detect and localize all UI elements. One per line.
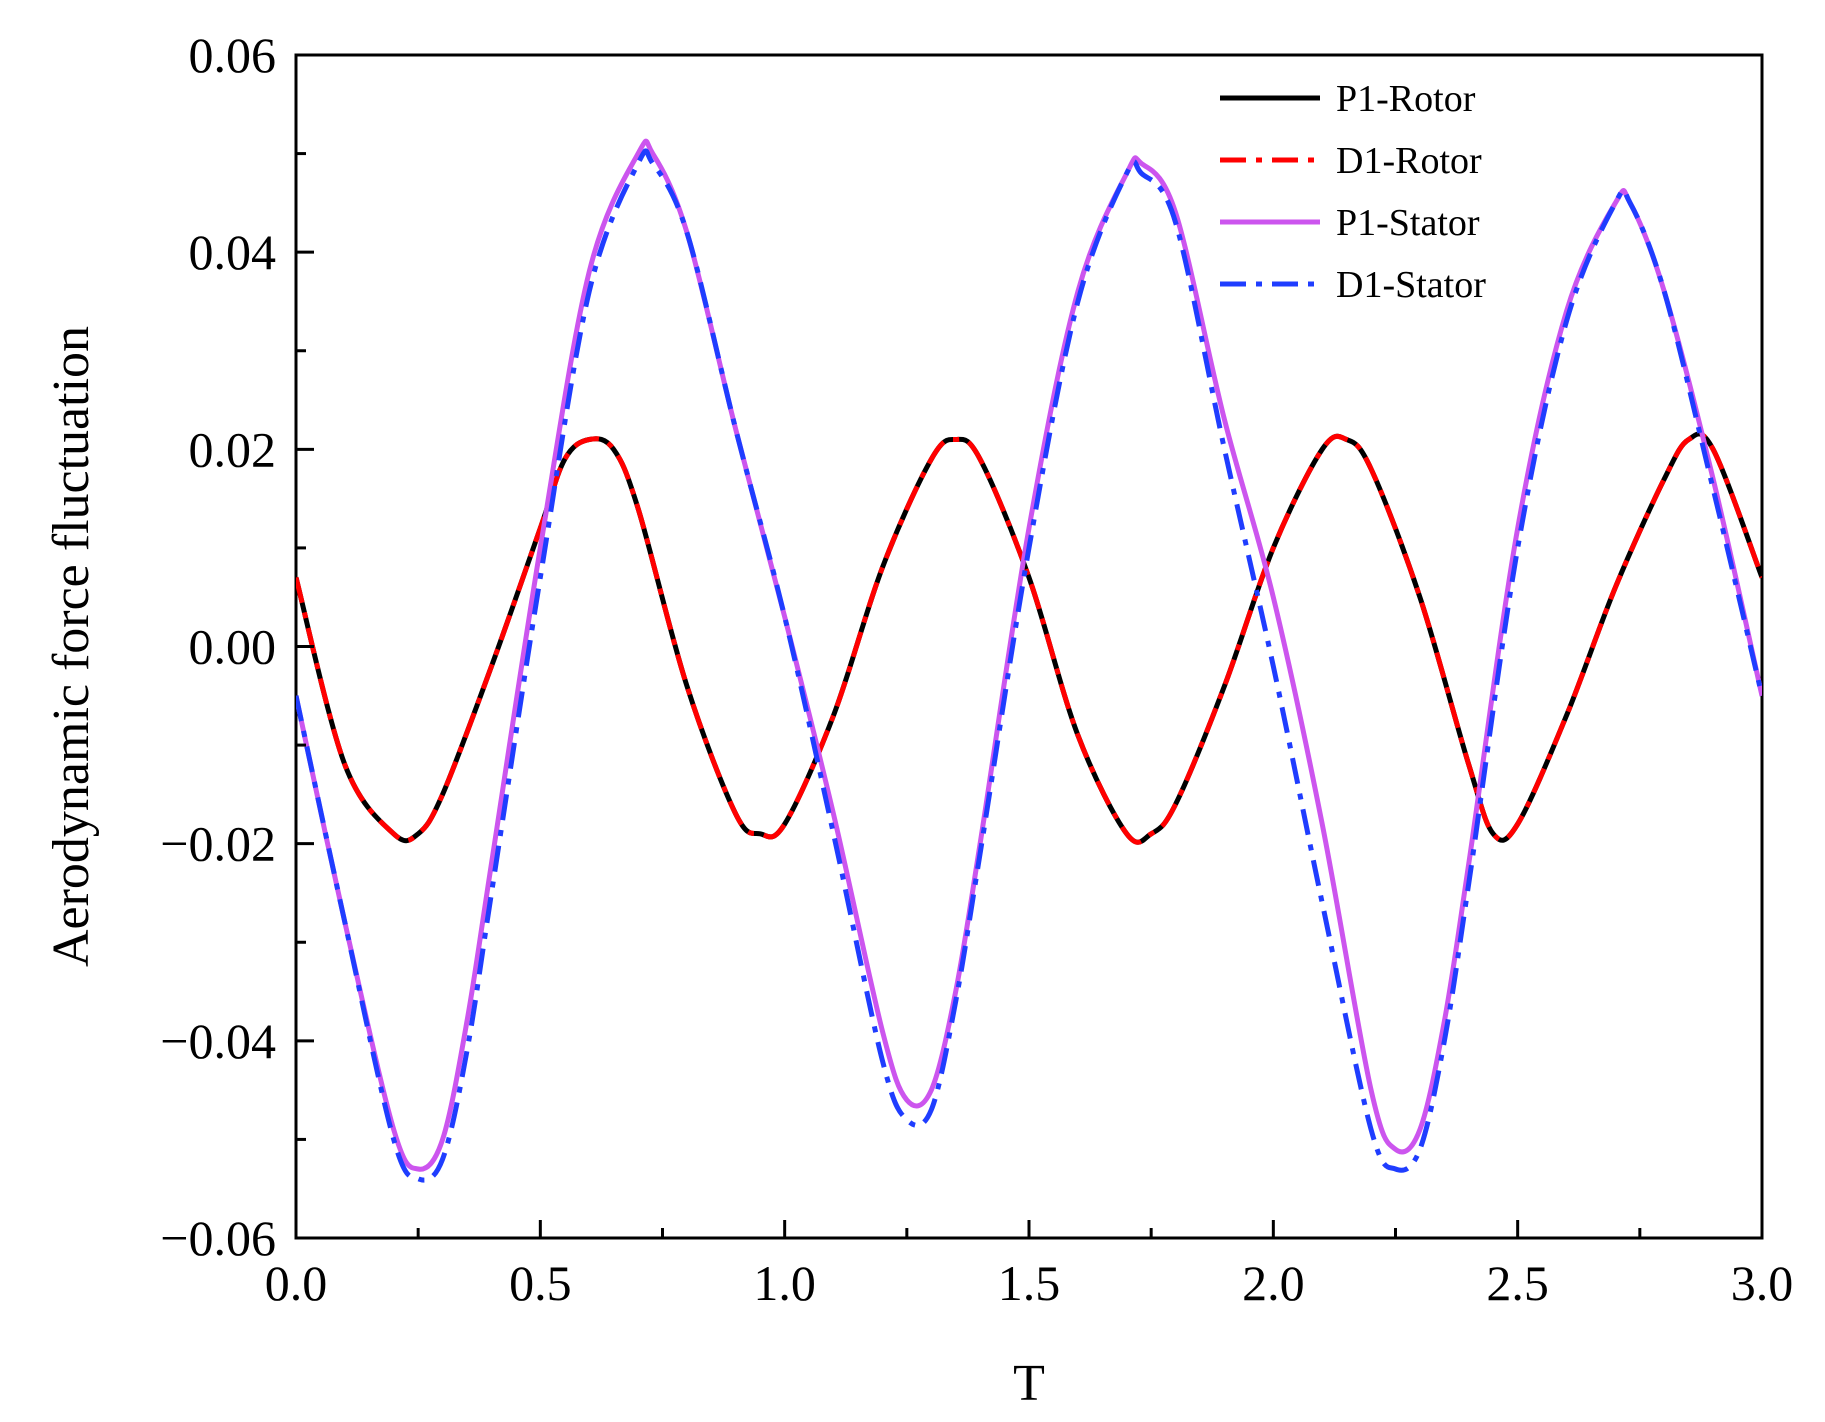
legend-label: D1-Rotor — [1336, 140, 1482, 182]
y-tick-label: −0.02 — [160, 816, 276, 872]
series-layer — [296, 138, 1762, 1183]
legend-label: P1-Rotor — [1336, 78, 1476, 120]
y-tick-label: 0.04 — [189, 224, 277, 280]
plot-area — [294, 53, 1764, 1240]
axes-layer: 0.0 0.5 1.0 1.5 2.0 2.5 3.0 −0.06 −0.04 −0.02 0.00… — [160, 27, 1793, 1311]
series-line-p1-rotor — [296, 431, 1762, 845]
y-tick-label: −0.04 — [160, 1013, 276, 1069]
series-line-p1-stator — [296, 138, 1762, 1172]
x-tick-label: 0.5 — [509, 1255, 572, 1311]
y-axis-title: Aerodynamic force fluctuation — [43, 326, 100, 967]
x-axis-title: T — [1013, 1355, 1045, 1412]
legend-label: D1-Stator — [1336, 264, 1486, 306]
y-tick-label: 0.02 — [189, 421, 277, 477]
y-tick-label: 0.06 — [189, 27, 277, 83]
x-tick-label: 3.0 — [1731, 1255, 1794, 1311]
y-tick-label: 0.00 — [189, 619, 277, 675]
legend: P1-Rotor D1-Rotor P1-Stator D1-Stator — [1220, 78, 1486, 306]
legend-label: P1-Stator — [1336, 202, 1480, 244]
series-line-d1-stator — [296, 148, 1762, 1183]
plot-frame — [294, 53, 1764, 1240]
series-line-d1-rotor — [296, 431, 1762, 845]
x-tick-label: 1.0 — [753, 1255, 816, 1311]
x-tick-label: 2.5 — [1486, 1255, 1549, 1311]
x-tick-label: 0.0 — [265, 1255, 328, 1311]
y-tick-label: −0.06 — [160, 1210, 276, 1266]
x-tick-label: 1.5 — [998, 1255, 1061, 1311]
x-tick-label: 2.0 — [1242, 1255, 1305, 1311]
